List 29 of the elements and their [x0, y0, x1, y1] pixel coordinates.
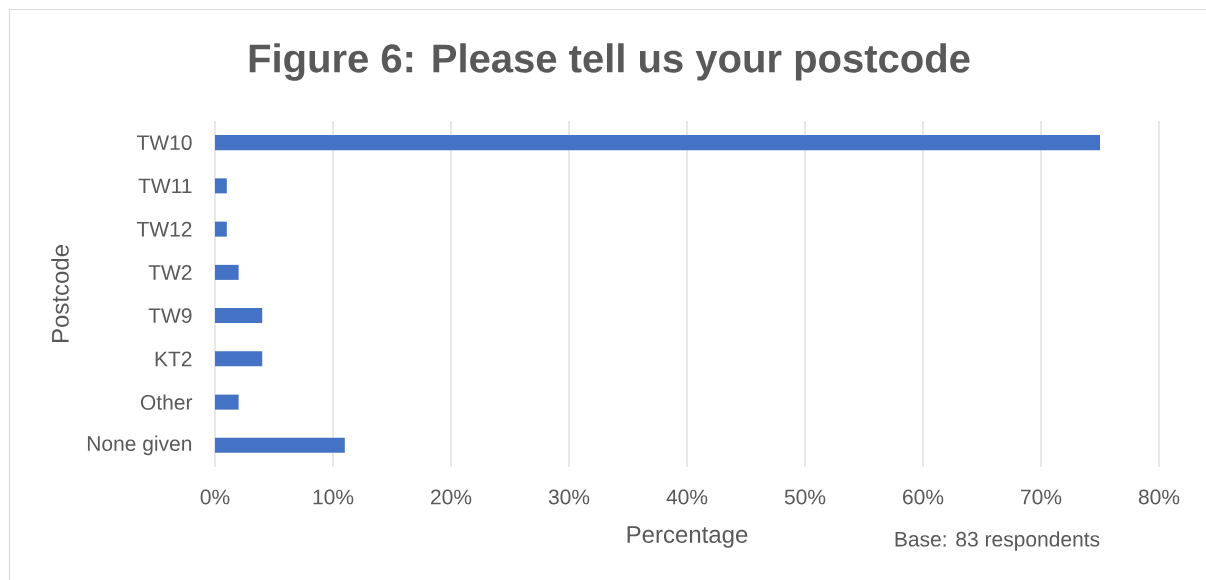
- bar: [215, 437, 345, 453]
- bar: [215, 308, 263, 324]
- x-tick-label: 20%: [431, 489, 472, 505]
- y-axis-title: Postcode: [51, 245, 69, 343]
- x-tick-label: 70%: [1021, 489, 1062, 505]
- x-tick-label: 80%: [1138, 489, 1180, 505]
- y-tick-label: TW9: [148, 308, 192, 324]
- x-tick-label: 40%: [666, 489, 708, 505]
- text: Base: 83 respondents: [895, 531, 1100, 551]
- y-tick-label: KT2: [155, 351, 192, 367]
- x-tick-label: 30%: [548, 489, 590, 505]
- x-tick-label: 50%: [784, 489, 826, 505]
- x-tick-label: 60%: [903, 489, 944, 505]
- bar: [215, 135, 1100, 151]
- y-tick-label: TW2: [148, 265, 192, 280]
- y-tick-label: Other: [140, 394, 193, 410]
- chart-title: Figure 6: Please tell us your postcode: [249, 43, 970, 81]
- bar: [215, 178, 227, 194]
- bar: [215, 394, 239, 410]
- x-axis-title: Percentage: [627, 526, 748, 548]
- bar: [215, 351, 263, 367]
- x-tick-label: 10%: [313, 489, 354, 505]
- y-tick-label: TW10: [136, 135, 192, 151]
- y-tick-label: TW12: [136, 221, 192, 237]
- bar: [215, 264, 239, 280]
- bar: [215, 221, 227, 237]
- y-tick-label: None given: [87, 435, 192, 456]
- y-tick-label: TW11: [138, 178, 192, 194]
- x-tick-label: 0%: [200, 489, 230, 505]
